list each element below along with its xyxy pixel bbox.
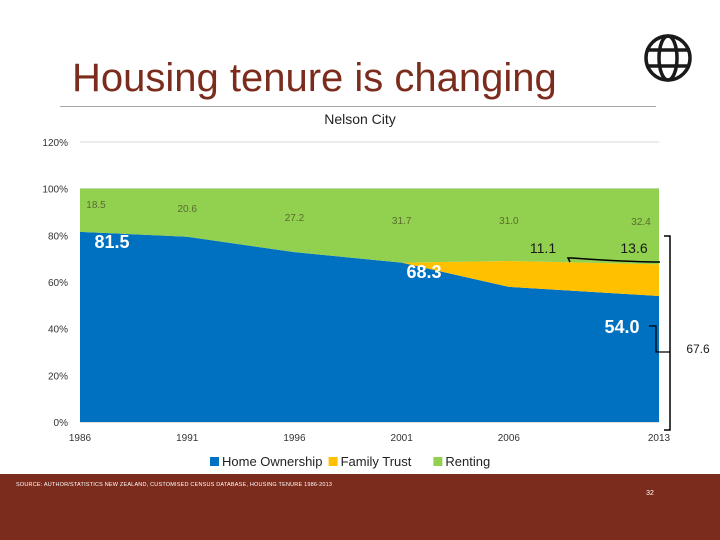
bracket-annotations xyxy=(566,235,671,431)
x-tick-label: 1991 xyxy=(176,433,199,444)
legend-label: Family Trust xyxy=(341,454,412,469)
x-tick-label: 1986 xyxy=(69,433,92,444)
x-tick-label: 2013 xyxy=(648,433,671,444)
ownership-bracket xyxy=(649,325,670,353)
total-bracket xyxy=(664,235,671,431)
data-labels: 18.5 20.6 27.2 31.7 31.0 32.4 81.5 68.3 54.0 11.1… xyxy=(86,200,710,356)
renting-data-label: 20.6 xyxy=(177,204,197,215)
renting-data-label: 31.7 xyxy=(392,216,412,227)
y-tick-label: 80% xyxy=(48,231,68,242)
legend-label: Renting xyxy=(445,454,490,469)
title-divider xyxy=(60,106,656,107)
chart-legend: Home Ownership Family Trust Renting xyxy=(210,454,490,469)
area-renting xyxy=(80,188,659,265)
renting-data-label: 31.0 xyxy=(499,216,519,227)
x-tick-label: 2006 xyxy=(498,433,521,444)
annotation-label: 67.6 xyxy=(686,342,710,356)
area-family-trust xyxy=(80,231,659,296)
annotation-label: 11.1 xyxy=(530,240,556,256)
trust-bracket xyxy=(566,257,661,263)
renting-data-label: 32.4 xyxy=(631,217,651,228)
y-tick-label: 100% xyxy=(42,185,68,196)
legend-swatch xyxy=(328,457,338,466)
x-axis: 1986 1991 1996 2001 2006 2013 xyxy=(69,433,671,444)
y-tick-label: 120% xyxy=(42,138,68,149)
slide-title: Housing tenure is changing xyxy=(72,56,557,100)
x-tick-label: 1996 xyxy=(283,433,306,444)
annotation-label: 68.3 xyxy=(406,262,441,282)
y-axis: 0% 20% 40% 60% 80% 100% 120% xyxy=(42,138,68,429)
source-note: SOURCE: AUTHOR/STATISTICS NEW ZEALAND, C… xyxy=(16,482,333,488)
y-tick-label: 40% xyxy=(48,325,68,336)
y-tick-label: 20% xyxy=(48,371,68,382)
renting-data-label: 27.2 xyxy=(285,213,305,224)
legend-swatch xyxy=(433,457,443,466)
footer-bar xyxy=(0,474,720,540)
annotation-label: 13.6 xyxy=(620,240,647,256)
y-tick-label: 0% xyxy=(54,418,69,429)
annotation-label: 81.5 xyxy=(94,232,129,252)
renting-data-label: 18.5 xyxy=(86,200,106,211)
chart-title: Nelson City xyxy=(324,111,396,127)
annotation-label: 54.0 xyxy=(604,317,639,337)
globe-logo-icon xyxy=(644,34,692,82)
legend-swatch xyxy=(210,457,219,466)
area-home-ownership xyxy=(80,231,659,422)
page-number: 32 xyxy=(646,490,654,497)
series-areas xyxy=(80,188,659,422)
legend-label: Home Ownership xyxy=(222,454,322,469)
x-tick-label: 2001 xyxy=(391,433,414,444)
y-tick-label: 60% xyxy=(48,278,68,289)
